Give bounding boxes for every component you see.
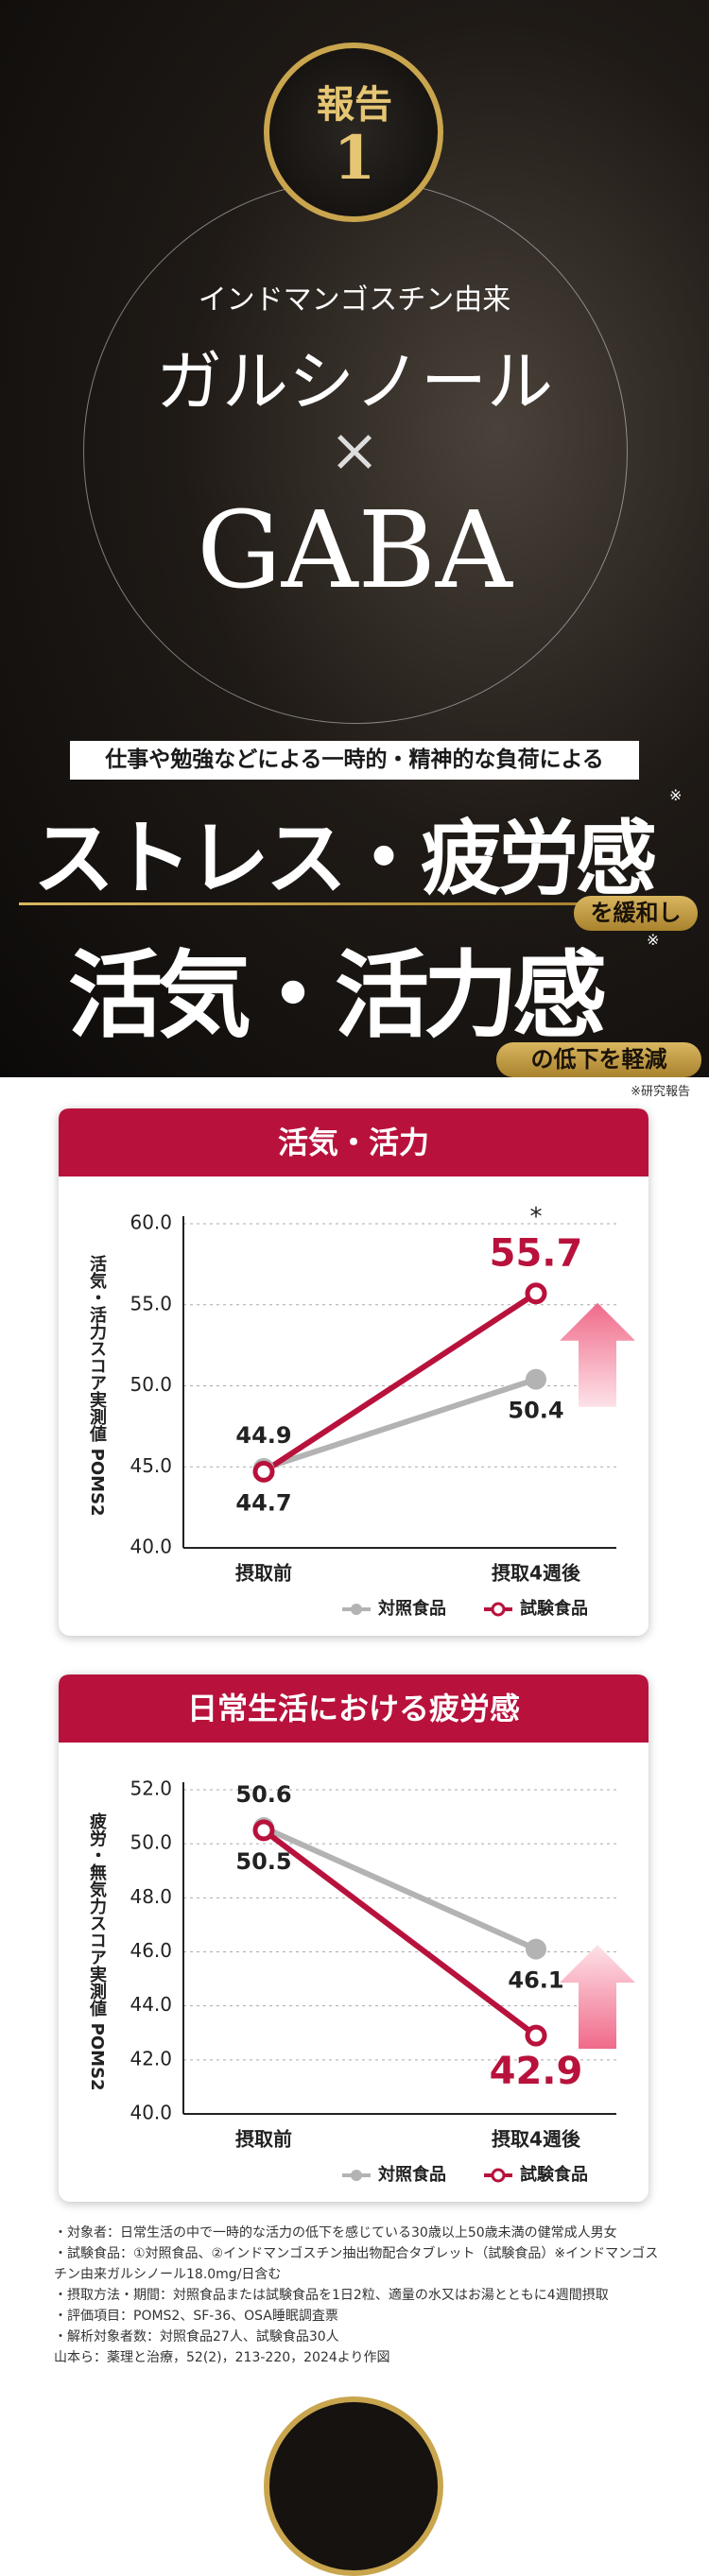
x-tick-label: 摂取4週後 (492, 1562, 581, 1585)
legend-label: 対照食品 (377, 1598, 446, 1619)
next-badge (264, 2396, 443, 2576)
data-label: 42.9 (490, 2050, 583, 2093)
series-line (262, 1291, 538, 1474)
note: ・試験食品：①対照食品、②インドマンゴスチン抽出物配合タブレット（試験食品）※イ… (54, 2246, 659, 2282)
badge-label: 報告 (317, 82, 392, 127)
y-tick-label: 50.0 (130, 1831, 172, 1854)
underline (19, 902, 586, 905)
x-tick-label: 摂取前 (235, 2128, 292, 2151)
y-axis-label: 活気・活力スコア実測値 POMS2 (87, 1254, 108, 1516)
data-label: 44.9 (235, 1422, 291, 1449)
legend-marker (351, 1604, 362, 1615)
point (526, 1368, 546, 1390)
headline-line2: 活気・活力感 (68, 940, 607, 1051)
data-label: 50.4 (508, 1398, 563, 1424)
y-tick-label: 42.0 (130, 2047, 172, 2069)
point (252, 1819, 275, 1842)
ingredient: ガルシノール (156, 343, 553, 421)
x-tick-label: 摂取4週後 (492, 2128, 581, 2151)
series-line (262, 1828, 538, 2038)
y-tick-label: 45.0 (130, 1454, 172, 1477)
y-tick-label: 46.0 (130, 1939, 172, 1962)
y-tick-label: 48.0 (130, 1885, 172, 1908)
chart-card: 活気・活力 40.0 45.0 50.0 55.0 60.0 活気・活力スコア実測値 POM… (59, 1108, 648, 1636)
legend-marker (491, 2168, 506, 2183)
chart-title: 活気・活力 (278, 1125, 429, 1160)
data-label: 55.7 (490, 1232, 583, 1276)
notes: ・対象者：日常生活の中で一時的な活力の低下を感じている30歳以上50歳未満の健常… (54, 2223, 668, 2368)
data-label: 50.5 (235, 1848, 291, 1875)
chart: 日常生活における疲労感 40.0 42.0 44.0 46.0 48.0 50.0 52.0 疲… (59, 1674, 648, 2185)
y-tick-label: 40.0 (130, 2102, 172, 2124)
y-tick-label: 50.0 (130, 1373, 172, 1396)
data-label: 50.6 (235, 1781, 291, 1808)
legend-marker (491, 1602, 506, 1617)
data-label: 46.1 (508, 1967, 563, 1994)
chart-card: 日常生活における疲労感 40.0 42.0 44.0 46.0 48.0 50.0 52.0 疲… (59, 1674, 648, 2202)
gaba: GABA (197, 489, 512, 612)
note: ・解析対象者数：対照食品27人、試験食品30人 (54, 2329, 339, 2344)
point (525, 2024, 547, 2047)
point (526, 1938, 546, 1960)
legend-label: 対照食品 (377, 2164, 446, 2185)
trend-arrow (560, 1302, 635, 1407)
title-bar (59, 1674, 648, 1743)
y-axis-label: 疲労・無気力スコア実測値 POMS2 (87, 1812, 108, 2090)
badge-number: 1 (333, 123, 376, 194)
chart: 活気・活力 40.0 45.0 50.0 55.0 60.0 活気・活力スコア実測値 POM… (59, 1108, 648, 1619)
y-tick-label: 60.0 (130, 1211, 172, 1234)
badge (264, 43, 443, 222)
series-line (262, 1825, 538, 1952)
legend-label: 試験食品 (520, 2164, 588, 2185)
point (525, 1282, 547, 1305)
y-tick-label: 52.0 (130, 1777, 172, 1800)
mark: ※ (669, 786, 683, 804)
data-label: 44.7 (235, 1489, 291, 1516)
lead: 仕事や勉強などによる一時的・精神的な負荷による (70, 741, 639, 780)
note: ・対象者：日常生活の中で一時的な活力の低下を感じている30歳以上50歳未満の健常… (54, 2225, 617, 2241)
series-line (263, 1376, 537, 1471)
title-bar (59, 1108, 648, 1176)
y-tick-label: 44.0 (130, 1993, 172, 2016)
y-tick-label: 40.0 (130, 1536, 172, 1558)
y-tick-label: 55.0 (130, 1292, 172, 1314)
suffix: を緩和し (574, 896, 698, 931)
times: × (329, 416, 380, 486)
legend-label: 試験食品 (520, 1598, 588, 1619)
note: ・評価項目：POMS2、SF-36、OSA睡眠調査票 (54, 2309, 338, 2324)
point (252, 1460, 275, 1483)
footnote: ※研究報告 (631, 1085, 690, 1099)
suffix: の低下を軽減 (496, 1042, 701, 1077)
trend-arrow (560, 1945, 635, 2050)
hero: 報告 1 インドマンゴスチン由来 ガルシノール × GABA 仕事や勉強などによ… (0, 0, 709, 1077)
annotation: * (530, 1203, 543, 1231)
note: ・摂取方法・期間：対照食品または試験食品を1日2粒、適量の水又はお湯とともに4週… (54, 2288, 609, 2303)
note: 山本ら：薬理と治療，52(2)，213-220，2024より作図 (54, 2350, 390, 2365)
x-tick-label: 摂取前 (235, 1562, 292, 1585)
chart-title: 日常生活における疲労感 (187, 1691, 520, 1726)
headline-line1: ストレス・疲労感 (33, 812, 657, 906)
mark: ※ (647, 931, 660, 949)
origin: インドマンゴスチン由来 (198, 283, 511, 317)
legend-marker (351, 2170, 362, 2181)
